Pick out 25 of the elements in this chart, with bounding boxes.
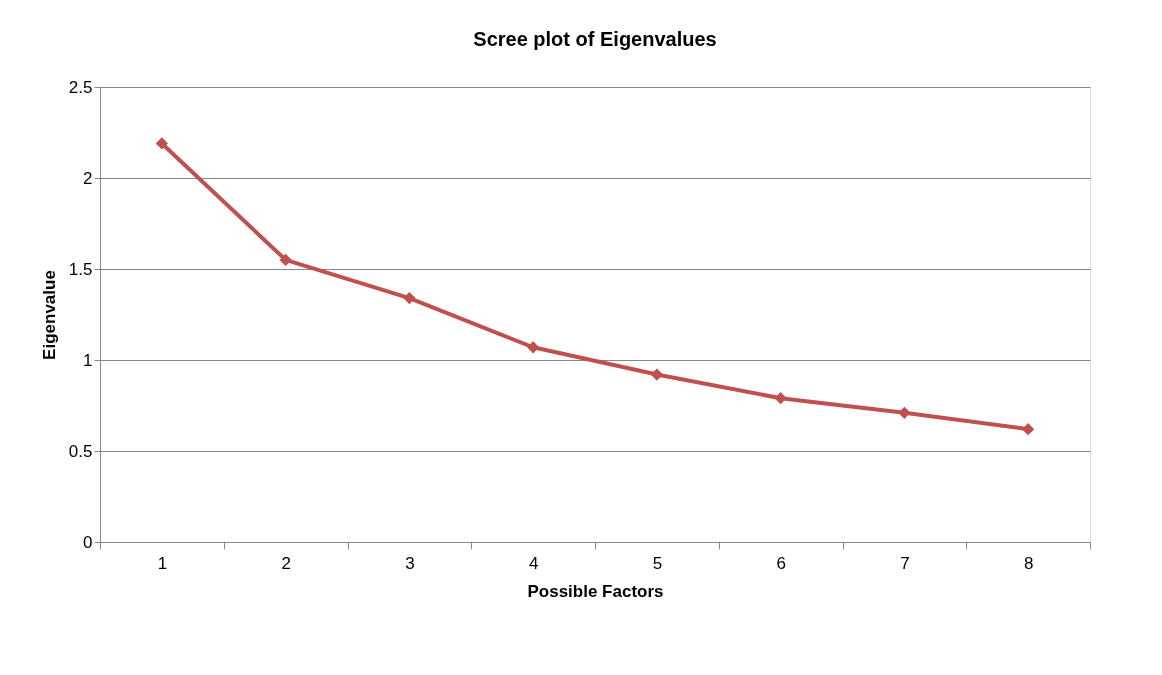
point xyxy=(279,253,292,267)
point xyxy=(403,292,416,305)
chart-title: Scree plot of Eigenvalues xyxy=(473,28,717,50)
x-axis-title: Possible Factors xyxy=(527,581,664,601)
point xyxy=(898,406,911,419)
point xyxy=(527,341,540,354)
x-tick-label: 7 xyxy=(900,553,910,573)
y-tick-label: 0 xyxy=(83,532,93,552)
point xyxy=(650,368,663,381)
x-tick-label: 6 xyxy=(776,553,786,573)
point xyxy=(155,137,168,150)
x-tick-label: 4 xyxy=(528,553,539,573)
point xyxy=(774,392,787,405)
point xyxy=(1022,423,1035,436)
y-tick-label: 0.5 xyxy=(68,441,93,461)
x-tick-label: 8 xyxy=(1023,553,1034,573)
y-axis-title: Eigenvalue xyxy=(39,270,59,360)
x-tick-label: 2 xyxy=(281,553,291,573)
x-tick-label: 5 xyxy=(652,553,663,573)
y-tick-label: 2.5 xyxy=(68,77,93,97)
y-tick-label: 1 xyxy=(83,350,93,370)
y-tick-label: 1.5 xyxy=(68,259,93,279)
x-tick-label: 3 xyxy=(405,553,415,573)
x-tick-label: 1 xyxy=(157,553,168,573)
y-tick-label: 2 xyxy=(83,168,93,188)
